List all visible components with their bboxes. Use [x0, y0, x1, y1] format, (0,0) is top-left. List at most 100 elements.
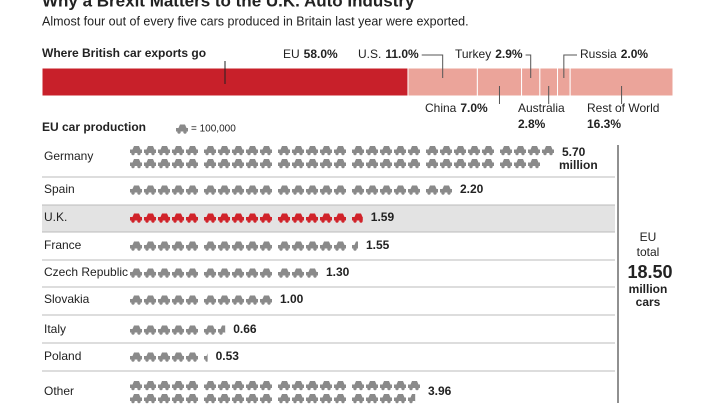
export-label-value: 2.8%	[518, 117, 546, 131]
car-wheel	[137, 151, 141, 156]
car-body	[542, 146, 554, 153]
car-body	[204, 185, 216, 193]
car-wheel	[219, 247, 223, 251]
car-body	[144, 295, 156, 303]
car-wheel	[441, 164, 445, 169]
car-icon	[260, 241, 272, 251]
car-icon	[408, 159, 420, 169]
car-icon	[306, 159, 318, 169]
value-label: 5.70	[562, 145, 586, 159]
car-icon	[334, 213, 346, 223]
car-wheel	[193, 331, 197, 335]
car-icon	[366, 185, 378, 195]
car-body	[186, 159, 198, 166]
car-icon	[204, 394, 216, 404]
car-body	[158, 213, 170, 221]
car-icon	[278, 146, 290, 156]
car-icon	[366, 159, 378, 169]
leader-line	[525, 54, 532, 78]
car-wheel	[165, 247, 169, 251]
car-body	[352, 213, 363, 221]
car-icon	[292, 159, 304, 169]
car-body	[408, 394, 416, 401]
car-icon	[204, 159, 216, 169]
car-wheel	[225, 219, 229, 223]
category-label: U.K.	[44, 210, 67, 224]
car-wheel	[327, 399, 331, 404]
car-wheel	[395, 151, 399, 156]
car-body	[278, 394, 290, 401]
car-wheel	[483, 151, 487, 156]
car-body	[306, 268, 318, 276]
value-label: 2.20	[460, 182, 484, 196]
car-icon	[186, 394, 198, 404]
car-icon	[334, 381, 346, 391]
car-body	[204, 381, 216, 388]
car-icon	[408, 381, 420, 391]
car-body	[394, 146, 406, 153]
car-icon	[204, 146, 216, 156]
category-label: Czech Republic	[44, 265, 128, 279]
car-wheel	[219, 331, 223, 335]
car-body	[426, 159, 438, 166]
car-icon	[454, 159, 466, 169]
car-body	[426, 146, 438, 153]
car-wheel	[267, 274, 271, 278]
car-body	[366, 185, 378, 193]
car-wheel	[165, 191, 169, 195]
car-wheel	[225, 247, 229, 251]
car-body	[320, 241, 332, 249]
car-wheel	[165, 331, 169, 335]
car-wheel	[293, 219, 297, 223]
pictogram-row	[130, 268, 318, 278]
car-icon	[172, 213, 184, 223]
car-body	[278, 381, 290, 388]
car-wheel	[173, 191, 177, 195]
car-body	[130, 185, 142, 193]
car-wheel	[299, 164, 303, 169]
car-icon	[278, 241, 290, 251]
category-label: Other	[44, 384, 74, 398]
car-wheel	[367, 191, 371, 195]
car-icon	[306, 241, 318, 251]
car-body	[246, 213, 258, 221]
car-wheel	[313, 164, 317, 169]
car-wheel	[267, 386, 271, 391]
car-icon	[352, 146, 364, 156]
car-wheel	[447, 191, 451, 195]
car-wheel	[359, 247, 362, 250]
car-wheel	[353, 151, 357, 156]
car-body	[158, 325, 170, 333]
car-body	[130, 268, 142, 276]
car-icon	[144, 268, 156, 278]
car-wheel	[299, 191, 303, 195]
car-wheel	[501, 164, 505, 169]
car-body	[218, 241, 230, 249]
car-wheel	[267, 247, 271, 251]
car-body	[352, 241, 358, 249]
car-wheel	[145, 164, 149, 169]
car-body	[144, 381, 156, 388]
car-wheel	[293, 386, 297, 391]
car-wheel	[253, 386, 257, 391]
car-body	[172, 159, 184, 166]
car-wheel	[321, 219, 325, 223]
car-icon	[204, 295, 216, 305]
car-icon	[278, 213, 290, 223]
car-wheel	[205, 219, 209, 223]
car-wheel	[299, 274, 303, 278]
car-wheel	[501, 151, 505, 156]
car-wheel	[211, 331, 215, 335]
car-wheel	[159, 151, 163, 156]
car-icon	[176, 124, 188, 134]
car-wheel	[395, 191, 399, 195]
export-label-value: 11.0%	[385, 47, 419, 61]
car-wheel	[441, 151, 445, 156]
car-wheel	[151, 191, 155, 195]
car-body	[528, 146, 540, 153]
car-wheel	[401, 151, 405, 156]
car-wheel	[293, 247, 297, 251]
car-icon	[260, 394, 272, 404]
car-body	[204, 353, 208, 360]
car-wheel	[475, 151, 479, 156]
